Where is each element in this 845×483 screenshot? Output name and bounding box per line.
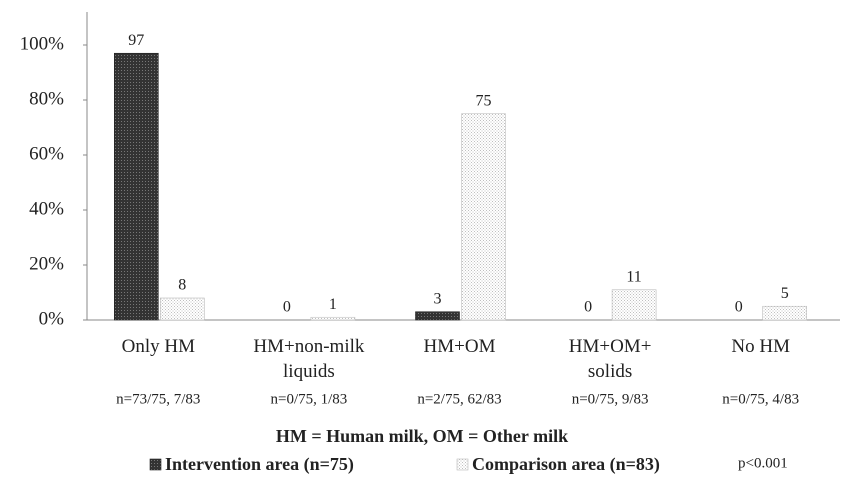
y-tick-label: 60% [29,143,64,164]
n-label: n=2/75, 62/83 [417,391,501,407]
x-tick-label: Only HM [121,336,195,357]
data-label: 8 [178,277,186,294]
y-tick-label: 40% [29,198,64,219]
x-tick-label: HM+OM+ solids [568,336,652,382]
data-label: 1 [329,296,337,313]
legend-swatch [149,458,162,471]
y-tick-label: 100% [20,33,65,54]
x-axis-label: HM = Human milk, OM = Other milk [276,426,568,446]
data-label: 0 [283,299,291,316]
x-tick-label: HM+non-milk liquids [253,336,365,382]
annotation: p<0.001 [738,455,788,471]
x-tick-label: No HM [731,336,790,357]
bar [762,305,808,321]
legend-swatch [456,458,469,471]
n-label: n=0/75, 4/83 [722,391,799,407]
data-label: 97 [128,32,144,49]
bar [415,311,460,321]
n-label: n=73/75, 7/83 [116,391,200,407]
data-label: 3 [434,290,442,307]
bar [310,316,356,321]
data-label: 0 [735,299,743,316]
bar [611,289,657,321]
x-tick-label: HM+OM [423,336,496,357]
data-label: 11 [626,268,641,285]
n-label: n=0/75, 9/83 [572,391,649,407]
y-tick-label: 20% [29,253,64,274]
bar [160,297,205,321]
data-label: 75 [476,92,492,109]
data-label: 0 [584,299,592,316]
y-tick-label: 0% [39,308,65,329]
legend-label: Intervention area (n=75) [165,454,354,475]
bar [114,52,159,321]
n-label: n=0/75, 1/83 [271,391,348,407]
legend-label: Comparison area (n=83) [472,454,660,475]
bar [461,113,506,321]
y-tick-label: 80% [29,88,64,109]
data-label: 5 [781,285,789,302]
